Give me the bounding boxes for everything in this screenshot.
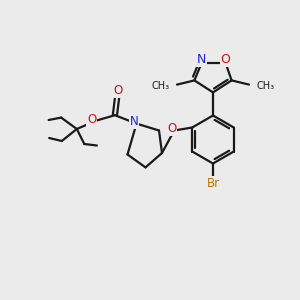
Text: Br: Br bbox=[206, 177, 220, 190]
Text: O: O bbox=[221, 52, 230, 66]
Text: O: O bbox=[167, 122, 176, 136]
Text: O: O bbox=[87, 112, 96, 126]
Text: O: O bbox=[167, 122, 176, 136]
Text: N: N bbox=[197, 52, 206, 66]
Text: CH₃: CH₃ bbox=[152, 81, 169, 91]
Text: N: N bbox=[130, 115, 139, 128]
Text: O: O bbox=[113, 84, 122, 97]
Text: CH₃: CH₃ bbox=[256, 81, 274, 91]
